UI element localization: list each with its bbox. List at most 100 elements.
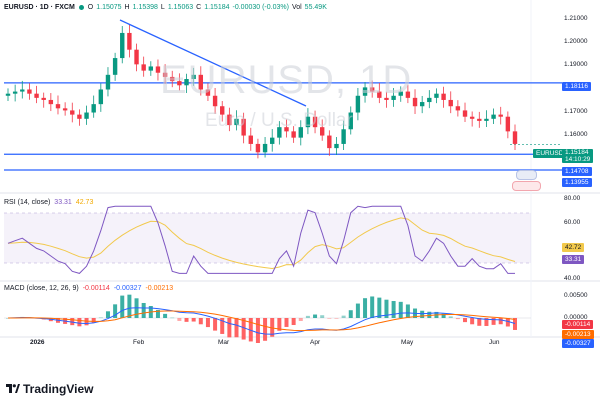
macd-signal-tag: -0.00213	[562, 330, 594, 339]
macd-histogram-bar	[120, 295, 125, 318]
trend-line	[119, 19, 307, 107]
price-axis-label: 1.16000	[564, 131, 588, 138]
macd-line-tag: -0.00327	[562, 339, 594, 348]
candle-body	[41, 97, 46, 100]
macd-histogram-bar	[398, 301, 403, 318]
macd-histogram-bar	[377, 297, 382, 318]
macd-histogram-bar	[420, 310, 425, 318]
macd-histogram-bar	[277, 318, 282, 331]
candle-body	[105, 74, 111, 90]
candle-body	[427, 97, 432, 103]
macd-histogram-bar	[105, 311, 110, 318]
candle-body	[334, 143, 339, 149]
candle-body	[362, 87, 368, 96]
candle-body	[284, 127, 289, 132]
macd-histogram-bar	[448, 316, 453, 318]
candle-body	[248, 135, 253, 144]
macd-histogram-bar	[463, 318, 468, 323]
candle-body	[377, 91, 382, 98]
volume-value: 55.49K	[304, 4, 327, 11]
candle-body	[434, 93, 439, 98]
price-axis-label: 1.20000	[564, 38, 588, 45]
macd-histogram-bar	[327, 318, 332, 319]
candle-body	[70, 110, 75, 115]
candle-body	[155, 66, 161, 73]
tradingview-logo[interactable]: TradingView	[6, 382, 93, 396]
candle-body	[355, 95, 361, 113]
candle-body	[512, 131, 518, 144]
macd-histogram-bar	[155, 309, 160, 318]
macd-histogram-bar	[313, 314, 318, 318]
tradingview-wordmark: TradingView	[23, 382, 94, 396]
candle-body	[441, 93, 446, 100]
flag-icon[interactable]	[516, 170, 537, 180]
macd-histogram-bar	[384, 299, 389, 318]
candle-body	[141, 64, 146, 71]
candle-body	[270, 137, 275, 144]
change-value: -0.00030 (-0.03%)	[232, 4, 289, 11]
macd-histogram-bar	[391, 301, 396, 318]
candle-body	[27, 89, 32, 94]
macd-histogram-bar	[91, 318, 96, 323]
macd-line-value: -0.00327	[113, 285, 142, 292]
x-axis-label: Mar	[218, 339, 230, 346]
last-price-tag: 1.15184 14:10:29	[562, 149, 594, 163]
price-axis-label: 1.17000	[564, 108, 588, 115]
candle-body	[241, 118, 246, 136]
candle-body	[234, 118, 239, 126]
macd-histogram-bar	[205, 318, 210, 328]
candle-body	[170, 76, 175, 82]
open-value: 1.15075	[96, 4, 122, 11]
macd-histogram-bar	[455, 318, 460, 320]
macd-histogram-bar	[241, 318, 246, 340]
macd-histogram-bar	[70, 318, 75, 326]
ohlc-header: EURUSD · 1D · FXCM O 1.15075 H 1.15398 L 1.…	[4, 4, 327, 11]
rsi-ma-line	[7, 217, 516, 270]
candle-body	[191, 74, 196, 80]
candle-body	[98, 89, 104, 105]
high-value: 1.15398	[132, 4, 158, 11]
market-status-icon	[78, 5, 84, 10]
macd-title[interactable]: MACD (close, 12, 26, 9) -0.00114 -0.0032…	[4, 285, 174, 292]
candle-body	[462, 110, 468, 117]
candle-body	[491, 114, 496, 119]
level-price-tag: 1.14708	[562, 167, 592, 176]
macd-histogram-bar	[441, 313, 446, 318]
level-price-tag: 1.13955	[562, 178, 592, 187]
rsi-title[interactable]: RSI (14, close) 33.31 42.73	[4, 199, 94, 206]
macd-histogram-bar	[405, 304, 410, 318]
candle-body	[62, 108, 68, 111]
macd-histogram-bar	[191, 318, 196, 322]
macd-line	[7, 307, 516, 335]
candle-body	[198, 74, 204, 90]
macd-histogram-bar	[234, 318, 239, 338]
candle-body	[120, 32, 125, 59]
candle-body	[448, 99, 453, 107]
x-axis-label: Jun	[489, 339, 500, 346]
candle-body	[455, 106, 461, 111]
macd-histogram-bar	[227, 318, 232, 338]
macd-histogram-bar	[163, 313, 168, 318]
macd-histogram-tag: -0.00114	[562, 320, 594, 329]
rsi-axis-label: 80.00	[564, 195, 581, 202]
x-axis-label: May	[401, 339, 414, 346]
candle-body	[262, 143, 268, 153]
candle-body	[305, 116, 311, 128]
flag-icon[interactable]	[512, 181, 541, 191]
candle-body	[212, 95, 218, 107]
candle-body	[484, 118, 489, 121]
candle-body	[77, 114, 82, 119]
candle-body	[505, 116, 511, 132]
rsi-axis-label: 60.00	[564, 219, 581, 226]
candle-body	[391, 95, 396, 100]
candle-body	[498, 114, 503, 117]
rsi-value-tag: 33.31	[562, 255, 585, 264]
symbol-label[interactable]: EURUSD · 1D · FXCM	[4, 4, 75, 11]
x-axis-label: Apr	[310, 339, 321, 346]
macd-histogram-bar	[291, 318, 296, 326]
candle-body	[412, 97, 418, 107]
candle-body	[348, 112, 353, 130]
candle-body	[298, 127, 303, 138]
candle-body	[162, 72, 168, 77]
